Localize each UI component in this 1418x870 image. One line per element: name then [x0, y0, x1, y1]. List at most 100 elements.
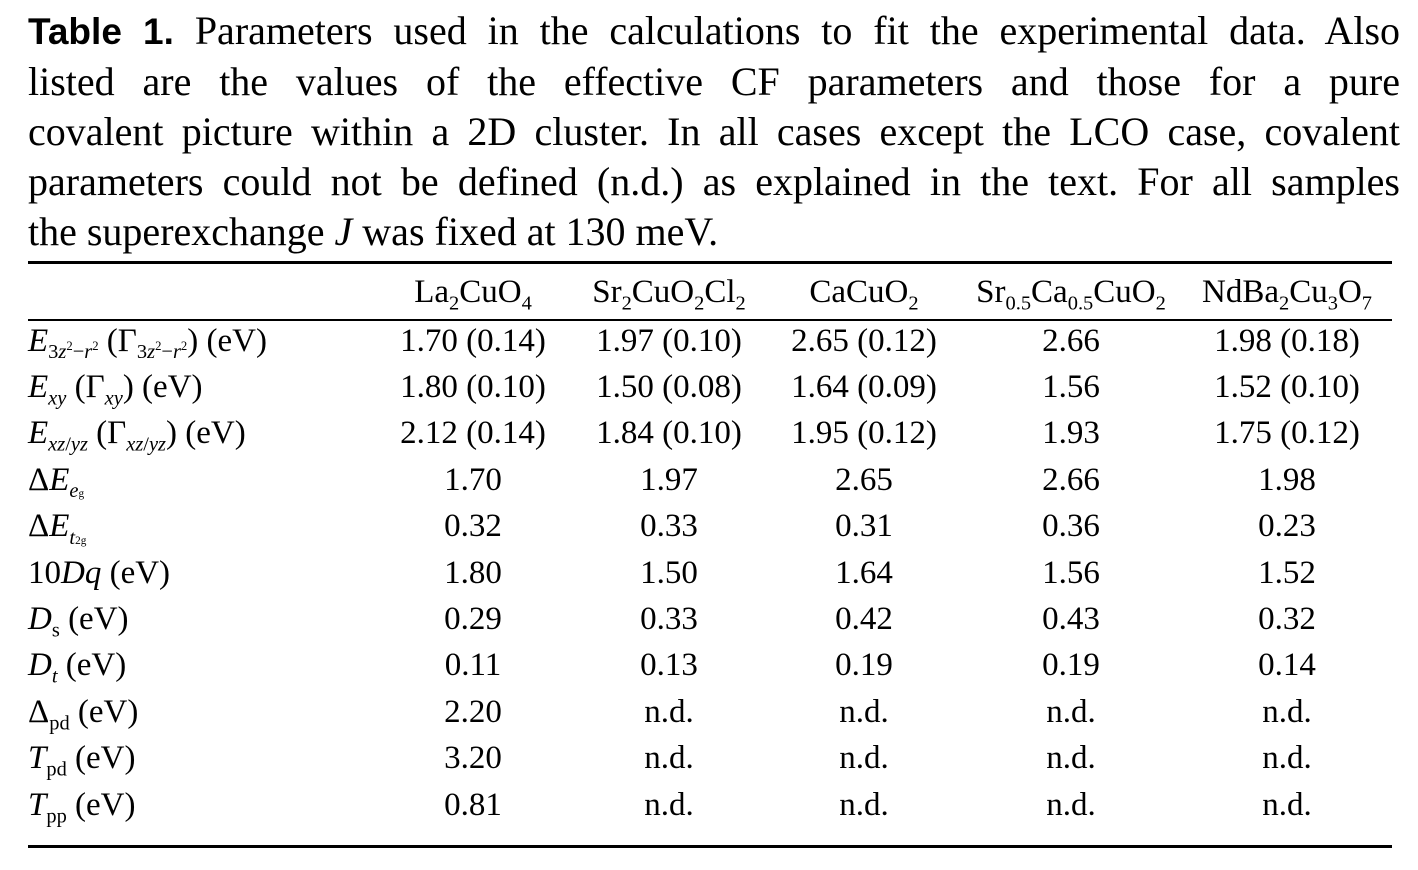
- table-cell: 2.66: [1042, 461, 1100, 498]
- table-cell: n.d.: [839, 786, 889, 823]
- table-cell: 1.97: [640, 461, 698, 498]
- table-row: Δpd (eV) 2.20 n.d. n.d. n.d. n.d.: [28, 689, 1394, 735]
- table-cell: 1.50: [640, 554, 698, 591]
- table-cell: 1.52 (0.10): [1214, 369, 1360, 406]
- table-cell: 2.12 (0.14): [400, 415, 546, 452]
- table-cell: 0.14: [1258, 647, 1316, 684]
- table-cell: 1.50 (0.08): [596, 369, 742, 406]
- table-header-rule: [28, 319, 1392, 321]
- table-cell: 0.11: [444, 647, 502, 684]
- caption-text-5a: the superexchange: [28, 209, 325, 254]
- table-top-rule: [28, 261, 1392, 264]
- parameters-table: La2CuO4 Sr2CuO2Cl2 CaCuO2 Sr0.5Ca0.5CuO2…: [28, 266, 1394, 828]
- table-cell: 2.65 (0.12): [791, 322, 937, 359]
- table-cell: n.d.: [644, 740, 694, 777]
- table-caption: Table 1. Parameters used in the calculat…: [28, 6, 1400, 257]
- table-cell: n.d.: [839, 693, 889, 730]
- header-blank: [28, 266, 374, 318]
- row-label: 10Dq (eV): [28, 554, 171, 591]
- column-header: NdBa2Cu3O7: [1201, 273, 1372, 315]
- table-row: 10Dq (eV) 1.80 1.50 1.64 1.56 1.52: [28, 550, 1394, 596]
- table-cell: 0.32: [444, 508, 502, 545]
- row-label: ΔEt2g: [28, 508, 87, 549]
- table-row: Dt (eV) 0.11 0.13 0.19 0.19 0.14: [28, 643, 1394, 689]
- row-label: E3z2−r2 (Γ3z2−r2) (eV): [28, 322, 267, 364]
- table-row: ΔEt2g 0.32 0.33 0.31 0.36 0.23: [28, 504, 1394, 550]
- table-cell: 1.97 (0.10): [596, 322, 742, 359]
- caption-label: Table 1.: [28, 11, 174, 52]
- table-cell: 1.95 (0.12): [791, 415, 937, 452]
- table-cell: 1.98 (0.18): [1214, 322, 1360, 359]
- caption-symbol-j: J: [334, 209, 353, 254]
- table-bottom-rule: [28, 845, 1392, 848]
- table-header-row: La2CuO4 Sr2CuO2Cl2 CaCuO2 Sr0.5Ca0.5CuO2…: [28, 266, 1394, 318]
- column-header: La2CuO4: [414, 273, 532, 315]
- table-row: Exy (Γxy) (eV) 1.80 (0.10) 1.50 (0.08) 1…: [28, 364, 1394, 410]
- table-cell: 1.64: [835, 554, 893, 591]
- row-label: Exy (Γxy) (eV): [28, 369, 203, 410]
- table-cell: n.d.: [1262, 693, 1312, 730]
- caption-line-5: the superexchange J was fixed at 130 meV…: [28, 207, 1400, 257]
- table-cell: n.d.: [1046, 786, 1096, 823]
- table-cell: 0.19: [835, 647, 893, 684]
- column-header: Sr2CuO2Cl2: [592, 273, 746, 315]
- row-label: Δpd (eV): [28, 693, 139, 735]
- table-cell: 2.20: [444, 693, 502, 730]
- table-cell: 1.56: [1042, 554, 1100, 591]
- table-cell: 0.42: [835, 601, 893, 638]
- table-row: Exz/yz (Γxz/yz) (eV) 2.12 (0.14) 1.84 (0…: [28, 411, 1394, 457]
- table-cell: 1.52: [1258, 554, 1316, 591]
- table-cell: 0.36: [1042, 508, 1100, 545]
- table-cell: 0.43: [1042, 601, 1100, 638]
- table-cell: 1.70 (0.14): [400, 322, 546, 359]
- table-cell: n.d.: [1262, 740, 1312, 777]
- table-cell: n.d.: [644, 786, 694, 823]
- caption-line-1: Table 1. Parameters used in the calculat…: [28, 6, 1400, 57]
- table-cell: n.d.: [1262, 786, 1312, 823]
- table-cell: 0.13: [640, 647, 698, 684]
- column-header: CaCuO2: [809, 273, 919, 315]
- caption-line-2: listed are the values of the effective C…: [28, 59, 1400, 104]
- table-cell: 2.65: [835, 461, 893, 498]
- table-cell: 1.84 (0.10): [596, 415, 742, 452]
- table-row: Ds (eV) 0.29 0.33 0.42 0.43 0.32: [28, 596, 1394, 642]
- table-row: Tpp (eV) 0.81 n.d. n.d. n.d. n.d.: [28, 782, 1394, 828]
- caption-text-1: Parameters used in the calculations to f…: [194, 8, 1401, 53]
- table-row: ΔEeg 1.70 1.97 2.65 2.66 1.98: [28, 457, 1394, 503]
- row-label: Tpd (eV): [28, 740, 136, 781]
- row-label: Dt (eV): [28, 647, 127, 689]
- table-cell: n.d.: [839, 740, 889, 777]
- table-cell: n.d.: [644, 693, 694, 730]
- table-row: E3z2−r2 (Γ3z2−r2) (eV) 1.70 (0.14) 1.97 …: [28, 318, 1394, 364]
- table-cell: 1.93: [1042, 415, 1100, 452]
- caption-line-3: covalent picture within a 2D cluster. In…: [28, 109, 1400, 154]
- table-cell: 1.80: [444, 554, 502, 591]
- table-cell: 1.70: [444, 461, 502, 498]
- table-cell: 0.31: [835, 508, 893, 545]
- table-row: Tpd (eV) 3.20 n.d. n.d. n.d. n.d.: [28, 736, 1394, 782]
- table-cell: 1.80 (0.10): [400, 369, 546, 406]
- column-header: Sr0.5Ca0.5CuO2: [976, 273, 1166, 315]
- table-cell: 2.66: [1042, 322, 1100, 359]
- caption-line-4: parameters could not be defined (n.d.) a…: [28, 159, 1400, 204]
- table-cell: 1.64 (0.09): [791, 369, 937, 406]
- caption-text-5c: was fixed at 130 meV.: [362, 209, 719, 254]
- row-label: Ds (eV): [28, 601, 129, 642]
- table-cell: 0.29: [444, 601, 502, 638]
- row-label: Exz/yz (Γxz/yz) (eV): [28, 415, 246, 457]
- table-cell: n.d.: [1046, 740, 1096, 777]
- table-cell: 0.81: [444, 786, 502, 823]
- table-cell: 0.33: [640, 508, 698, 545]
- row-label: Tpp (eV): [28, 786, 136, 828]
- table-cell: 1.56: [1042, 369, 1100, 406]
- table-cell: n.d.: [1046, 693, 1096, 730]
- table-cell: 0.23: [1258, 508, 1316, 545]
- table-cell: 0.32: [1258, 601, 1316, 638]
- table-cell: 3.20: [444, 740, 502, 777]
- table-cell: 1.98: [1258, 461, 1316, 498]
- table-cell: 0.33: [640, 601, 698, 638]
- table-cell: 0.19: [1042, 647, 1100, 684]
- row-label: ΔEeg: [28, 461, 85, 503]
- table-cell: 1.75 (0.12): [1214, 415, 1360, 452]
